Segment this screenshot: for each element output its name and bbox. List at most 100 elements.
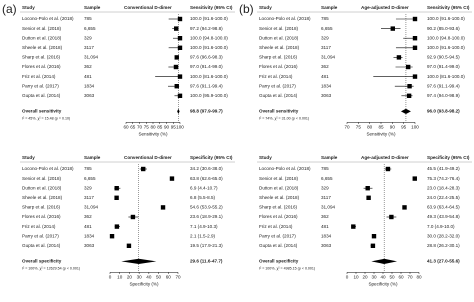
x-tick-label: 70 — [175, 275, 181, 280]
overall-label: Overall sensitivity — [22, 109, 62, 114]
sample-size: 785 — [321, 166, 329, 171]
sample-size: 6,655 — [321, 26, 333, 31]
estimate-square — [109, 234, 115, 239]
sample-size: 481 — [84, 224, 92, 229]
value-label: 100.0 (95.9-100.0) — [190, 93, 228, 98]
x-tick-label: 90 — [164, 125, 170, 130]
estimate-square — [174, 26, 179, 31]
value-label: 97.0 (91.4-99.0) — [190, 64, 223, 69]
column-header: Age-adjusted D-dimer — [361, 5, 409, 10]
value-label: 92.9 (90.5-94.5) — [427, 55, 460, 60]
estimate-square — [371, 234, 377, 239]
overall-label: Overall sensitivity — [259, 109, 299, 114]
estimate-square — [174, 55, 179, 60]
value-label: 7.0 (4.9-10.0) — [427, 224, 455, 229]
value-label: 97.6 (96.6-98.3) — [190, 55, 223, 60]
estimate-square — [177, 45, 183, 50]
estimate-square — [406, 64, 411, 70]
value-label: 97.2 (94.2-98.8) — [190, 26, 223, 31]
column-header: Age-adjusted D-dimer — [361, 155, 409, 160]
sample-size: 3063 — [84, 93, 95, 98]
estimate-square — [385, 166, 391, 172]
x-tick-label: 65 — [130, 125, 136, 130]
study-name: Parry et al. (2017) — [259, 233, 296, 238]
study-name: Gupta et al. (2014) — [259, 243, 298, 248]
sample-size: 329 — [84, 35, 92, 40]
estimate-square — [177, 74, 183, 79]
estimate-square — [169, 176, 175, 181]
value-label: 100.0 (91.6-100.0) — [427, 45, 465, 50]
sample-size: 785 — [84, 16, 92, 21]
value-label: 100.0 (94.8-100.0) — [190, 35, 228, 40]
study-name: Parry et al. (2017) — [259, 83, 296, 88]
estimate-square — [412, 45, 418, 50]
sample-size: 362 — [321, 214, 329, 219]
column-header: Sample — [321, 5, 338, 10]
overall-value-label: 96.0 (93.8-98.2) — [427, 109, 460, 114]
sample-size: 1834 — [321, 83, 332, 88]
x-tick-label: 70 — [344, 125, 350, 130]
x-axis-label: Sensitivity (%) — [366, 132, 396, 137]
overall-value-label: 41.3 (27.0-55.6) — [427, 259, 460, 264]
x-tick-label: 50 — [389, 275, 395, 280]
sample-size: 31,094 — [321, 205, 335, 210]
value-label: 23.0 (18.4-28.3) — [427, 185, 460, 190]
study-name: Sheele et al. (2018) — [259, 195, 300, 200]
column-header: Sensitivity (95% CI) — [427, 5, 470, 10]
study-name: Sharp et al. (2016) — [22, 205, 61, 210]
sample-size: 31,094 — [321, 55, 335, 60]
column-header: Specificity (95% CI) — [427, 155, 470, 160]
estimate-square — [402, 205, 407, 210]
study-name: Senior et al. (2018) — [22, 176, 62, 181]
study-name: Sharp et al. (2016) — [22, 55, 61, 60]
study-name: Senior et al. (2018) — [259, 26, 299, 31]
x-tick-label: 0 — [109, 275, 112, 280]
sample-size: 6,655 — [84, 26, 96, 31]
panel-label: (a) — [2, 2, 17, 16]
value-label: 7.1 (4.9-10.3) — [190, 224, 218, 229]
x-tick-label: 60 — [123, 125, 129, 130]
estimate-square — [173, 64, 179, 70]
column-header: Specificity (95% CI) — [190, 155, 233, 160]
value-label: 90.2 (85.0-93.6) — [427, 26, 460, 31]
x-tick-label: 0 — [346, 275, 349, 280]
x-tick-label: 75 — [356, 125, 362, 130]
heterogeneity: I² = 100%, χ² = 12629.54 (p < 0.001) — [22, 266, 80, 270]
study-name: Dutton et al. (2018) — [22, 35, 62, 40]
column-header: Sample — [321, 155, 338, 160]
study-name: Parry et al. (2017) — [22, 83, 59, 88]
x-tick-label: 70 — [407, 275, 413, 280]
study-name: Flores et al. (2016) — [259, 214, 298, 219]
sample-size: 481 — [84, 74, 92, 79]
x-axis-label: Specificity (%) — [129, 282, 159, 287]
study-name: Flores et al. (2016) — [22, 214, 61, 219]
x-tick-label: 80 — [416, 275, 422, 280]
value-label: 6.8 (5.5-8.5) — [190, 195, 215, 200]
sample-size: 1834 — [84, 83, 95, 88]
overall-diamond — [121, 258, 157, 264]
study-name: Friz et al. (2014) — [259, 74, 293, 79]
x-tick-label: 100 — [411, 125, 419, 130]
sample-size: 362 — [84, 214, 92, 219]
sample-size: 3117 — [321, 195, 331, 200]
study-name: Sharp et al. (2016) — [259, 55, 298, 60]
sample-size: 329 — [321, 185, 329, 190]
column-header: Sample — [84, 155, 101, 160]
estimate-square — [396, 55, 402, 60]
estimate-square — [406, 93, 412, 98]
sample-size: 1834 — [321, 233, 332, 238]
sample-size: 3063 — [321, 93, 332, 98]
x-tick-label: 10 — [117, 275, 123, 280]
column-header: Sample — [84, 5, 101, 10]
estimate-square — [126, 243, 132, 248]
sample-size: 31,094 — [84, 55, 98, 60]
x-tick-label: 70 — [137, 125, 143, 130]
x-tick-label: 30 — [137, 275, 143, 280]
study-name: Dutton et al. (2018) — [259, 35, 299, 40]
value-label: 100.0 (81.6-100.0) — [427, 74, 465, 79]
x-tick-label: 85 — [378, 125, 384, 130]
study-name: Sheele et al. (2018) — [22, 195, 63, 200]
value-label: 100.0 (94.8-100.0) — [427, 35, 465, 40]
x-tick-label: 50 — [156, 275, 162, 280]
